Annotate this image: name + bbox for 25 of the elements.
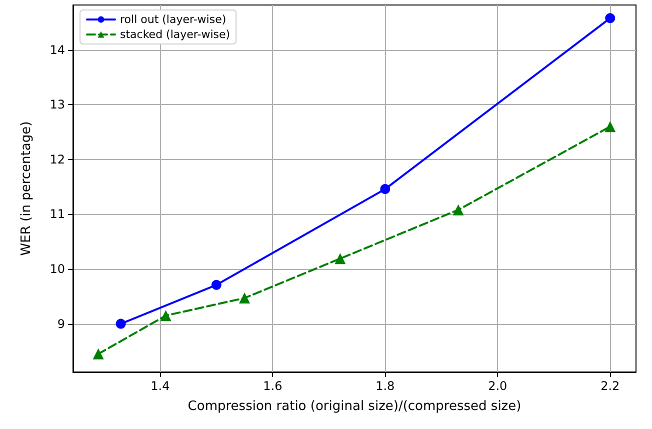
x-tick-label: 1.6: [263, 379, 282, 393]
x-tick-label: 2.0: [488, 379, 508, 393]
point: [452, 204, 464, 216]
legend-label: roll out (layer-wise): [120, 13, 226, 26]
point: [334, 253, 346, 264]
y-tick-label: 11: [50, 207, 65, 222]
y-axis-title: WER (in percentage): [19, 121, 34, 256]
y-tick-label: 13: [50, 98, 65, 112]
y-tick-label: 12: [50, 152, 65, 166]
point: [604, 121, 616, 132]
point: [211, 280, 222, 290]
point: [239, 292, 250, 304]
y-tick-label: 14: [50, 42, 65, 57]
point: [380, 184, 390, 194]
y-tick-label: 9: [57, 316, 65, 331]
x-axis-title: Compression ratio (original size)/(compressed size): [188, 399, 522, 414]
point: [116, 318, 126, 329]
x-tick-label: 1.4: [150, 379, 170, 393]
legend-label: stacked (layer-wise): [120, 28, 230, 41]
y-tick-label: 10: [50, 262, 65, 276]
x-tick-label: 1.8: [376, 379, 395, 393]
point: [92, 348, 104, 360]
point: [160, 310, 172, 322]
point: [605, 13, 616, 24]
x-tick-label: 2.2: [600, 379, 620, 393]
